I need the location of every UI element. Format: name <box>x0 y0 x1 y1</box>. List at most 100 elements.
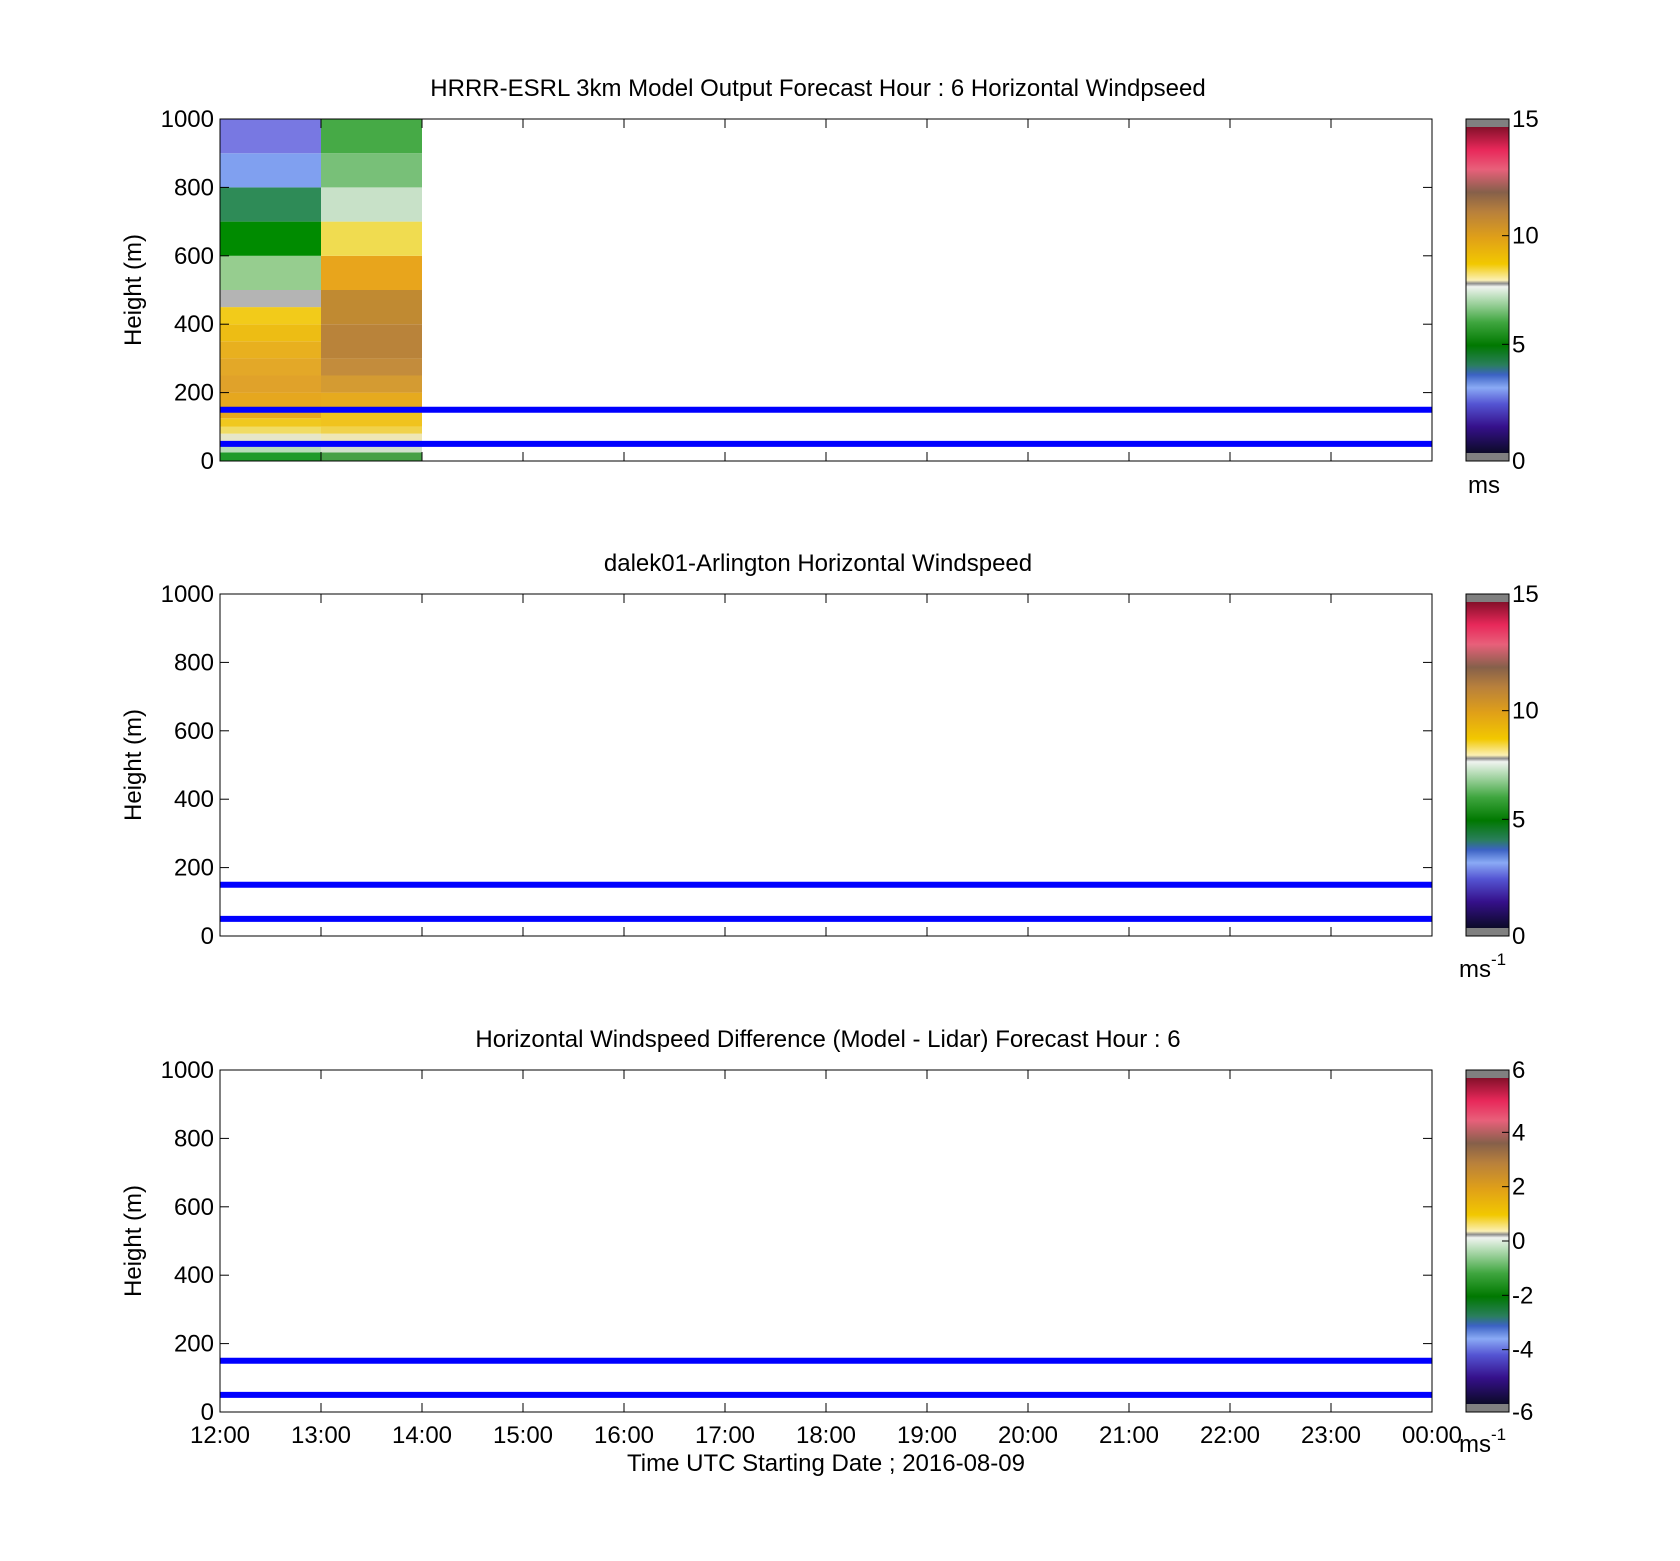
colorbar-cap-top <box>1466 119 1509 127</box>
x-axis: 12:00 13:00 14:00 15:00 16:00 17:00 18:00 19:00… <box>190 1070 1462 1449</box>
colorbar: -6 -4 -2 0 2 4 6 ms-1 <box>1459 1057 1533 1458</box>
y-tick-label: 1000 <box>161 1057 214 1084</box>
y-axis: 0 200 400 600 800 1000 <box>161 581 1432 950</box>
y-tick-label: 200 <box>174 380 214 407</box>
colorbar-ticks: 0 5 10 15 <box>1502 581 1539 950</box>
colorbar-tick-label: 0 <box>1512 923 1525 950</box>
y-tick-label: 200 <box>174 1331 214 1358</box>
colorbar-tick-label: 5 <box>1512 331 1525 358</box>
heatmap-cell <box>220 358 321 376</box>
x-tick-label: 13:00 <box>291 1422 351 1449</box>
heatmap-cell <box>321 255 422 290</box>
y-tick-label: 600 <box>174 718 214 745</box>
heatmap-cell <box>220 452 321 461</box>
y-tick-label: 400 <box>174 786 214 813</box>
panel-model: HRRR-ESRL 3km Model Output Forecast Hour… <box>120 75 1539 499</box>
y-axis-label: Height (m) <box>120 234 147 346</box>
heatmap-cell <box>321 409 422 427</box>
heatmap-cell <box>220 221 321 256</box>
colorbar-frame <box>1465 118 1510 462</box>
heatmap-cell <box>220 324 321 342</box>
heatmap-cell <box>220 375 321 393</box>
y-tick-label: 800 <box>174 649 214 676</box>
colorbar-gradient <box>1466 127 1509 453</box>
colorbar-unit: ms-1 <box>1459 950 1506 983</box>
colorbar-tick-label: -2 <box>1512 1282 1533 1309</box>
panel-difference: Horizontal Windspeed Difference (Model -… <box>120 1026 1533 1477</box>
heatmap-cell <box>321 452 422 461</box>
heatmap-cell <box>321 442 422 453</box>
colorbar-tick-label: 6 <box>1512 1057 1525 1084</box>
heatmap-cell <box>220 153 321 188</box>
x-axis <box>219 119 1433 461</box>
heatmap-cell <box>321 324 422 359</box>
x-tick-label: 00:00 <box>1402 1422 1462 1449</box>
colorbar-cap-bottom <box>1466 1404 1509 1412</box>
heatmap-cell <box>220 119 321 154</box>
y-axis: 0 200 400 600 800 1000 <box>161 106 1432 475</box>
x-tick-label: 15:00 <box>493 1422 553 1449</box>
reference-lines <box>220 1357 1432 1398</box>
x-tick-label: 14:00 <box>392 1422 452 1449</box>
heatmap-cell <box>220 341 321 359</box>
heatmap-cell <box>321 119 422 154</box>
heatmap-cell <box>220 187 321 222</box>
colorbar-unit: ms <box>1468 472 1500 499</box>
x-tick-label: 20:00 <box>998 1422 1058 1449</box>
y-tick-label: 0 <box>201 448 214 475</box>
y-tick-label: 0 <box>201 923 214 950</box>
heatmap-cell <box>220 307 321 325</box>
y-tick-label: 800 <box>174 1125 214 1152</box>
y-tick-label: 400 <box>174 311 214 338</box>
heatmap-cell <box>220 426 321 434</box>
x-axis-label: Time UTC Starting Date ; 2016-08-09 <box>627 1450 1025 1477</box>
heatmap-cell <box>220 392 321 419</box>
x-tick-label: 12:00 <box>190 1422 250 1449</box>
colorbar-unit-exponent: -1 <box>1491 950 1506 969</box>
colorbar-ticks: 0 5 10 15 <box>1502 106 1539 475</box>
colorbar-frame <box>1465 593 1510 937</box>
colorbar-tick-label: 4 <box>1512 1119 1525 1146</box>
colorbar-tick-label: 15 <box>1512 106 1539 133</box>
colorbar-tick-label: 15 <box>1512 581 1539 608</box>
heatmap-cell <box>321 221 422 256</box>
y-tick-label: 1000 <box>161 581 214 608</box>
colorbar: 0 5 10 15 ms <box>1465 106 1539 499</box>
colorbar-tick-label: 0 <box>1512 1228 1525 1255</box>
colorbar-ticks: -6 -4 -2 0 2 4 6 <box>1502 1057 1533 1426</box>
colorbar-unit-exponent: -1 <box>1491 1425 1506 1444</box>
reference-lines <box>220 881 1432 922</box>
y-tick-label: 400 <box>174 1262 214 1289</box>
y-tick-label: 1000 <box>161 106 214 133</box>
colorbar-cap-top <box>1466 594 1509 602</box>
heatmap-cell <box>321 153 422 188</box>
y-tick-label: 600 <box>174 1194 214 1221</box>
panel-title: HRRR-ESRL 3km Model Output Forecast Hour… <box>430 75 1205 102</box>
x-tick-label: 19:00 <box>897 1422 957 1449</box>
y-tick-label: 0 <box>201 1399 214 1426</box>
colorbar-tick-label: -4 <box>1512 1337 1533 1364</box>
x-tick-label: 23:00 <box>1301 1422 1361 1449</box>
colorbar-cap-bottom <box>1466 928 1509 936</box>
colorbar-gradient <box>1466 602 1509 928</box>
colorbar-tick-label: 10 <box>1512 223 1539 250</box>
x-tick-label: 18:00 <box>796 1422 856 1449</box>
heatmap-cell <box>321 426 422 434</box>
panel-lidar: dalek01-Arlington Horizontal Windspeed 0… <box>120 550 1539 983</box>
y-tick-label: 200 <box>174 855 214 882</box>
colorbar-tick-label: 5 <box>1512 806 1525 833</box>
colorbar-tick-label: -6 <box>1512 1399 1533 1426</box>
y-tick-label: 800 <box>174 174 214 201</box>
colorbar-tick-label: 2 <box>1512 1174 1525 1201</box>
panel-title: dalek01-Arlington Horizontal Windspeed <box>604 550 1032 577</box>
heatmap-cell <box>321 392 422 410</box>
colorbar-unit: ms-1 <box>1459 1425 1506 1458</box>
x-tick-label: 17:00 <box>695 1422 755 1449</box>
heatmap-cells <box>220 119 422 461</box>
colorbar: 0 5 10 15 ms-1 <box>1459 581 1539 983</box>
heatmap-cell <box>321 375 422 393</box>
colorbar-unit-base: ms <box>1459 956 1491 983</box>
colorbar-unit-base: ms <box>1468 472 1500 499</box>
colorbar-tick-label: 0 <box>1512 448 1525 475</box>
heatmap-cell <box>321 433 422 443</box>
